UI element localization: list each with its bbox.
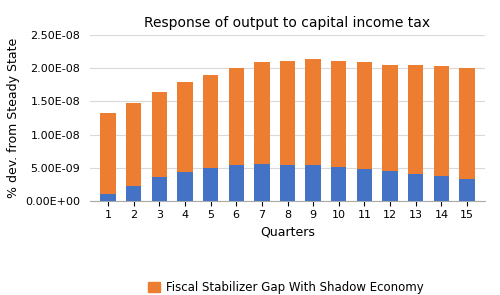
X-axis label: Quarters: Quarters [260,226,315,239]
Bar [177,171,192,201]
Bar [408,174,424,201]
Bar [254,63,270,164]
Bar [100,194,116,201]
Bar [357,169,372,201]
Bar [434,66,449,176]
Bar [357,62,372,169]
Bar [177,82,192,171]
Bar [408,65,424,174]
Bar [306,59,321,165]
Legend: Fiscal Stabilizer Gap With Shadow Economy, Fiscal Stabilizer Gap Without Shadow : Fiscal Stabilizer Gap With Shadow Econom… [148,281,443,295]
Bar [460,179,474,201]
Bar [254,164,270,201]
Bar [126,103,142,186]
Bar [306,165,321,201]
Bar [126,186,142,201]
Y-axis label: % dev. from Steady State: % dev. from Steady State [6,38,20,198]
Bar [382,65,398,171]
Bar [460,68,474,179]
Bar [228,68,244,165]
Bar [152,91,167,178]
Bar [203,75,218,168]
Title: Response of output to capital income tax: Response of output to capital income tax [144,16,431,30]
Bar [280,165,295,201]
Bar [382,171,398,201]
Bar [203,168,218,201]
Bar [100,113,116,194]
Bar [152,178,167,201]
Bar [228,165,244,201]
Bar [434,176,449,201]
Bar [331,60,346,167]
Bar [280,60,295,165]
Bar [331,167,346,201]
